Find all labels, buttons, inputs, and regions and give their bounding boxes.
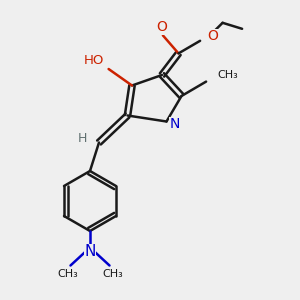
Text: CH₃: CH₃: [102, 269, 123, 279]
Text: O: O: [208, 29, 218, 43]
Text: CH₃: CH₃: [57, 269, 78, 279]
Text: N: N: [170, 118, 180, 131]
Text: N: N: [84, 244, 96, 260]
Text: H: H: [78, 132, 88, 146]
Text: O: O: [156, 20, 167, 34]
Text: CH₃: CH₃: [218, 70, 238, 80]
Text: HO: HO: [84, 54, 104, 67]
